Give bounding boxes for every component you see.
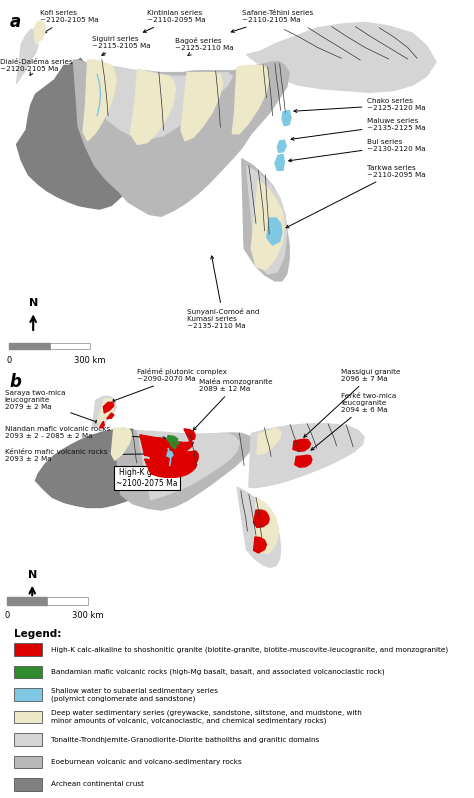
Polygon shape <box>275 155 284 170</box>
Polygon shape <box>17 58 145 209</box>
Text: Bandamian mafic volcanic rocks (high-Mg basalt, basalt, and associated volcanocl: Bandamian mafic volcanic rocks (high-Mg … <box>51 669 385 675</box>
Text: Sunyani-Comoé and
Kumasi series
~2135-2110 Ma: Sunyani-Comoé and Kumasi series ~2135-21… <box>187 256 260 329</box>
Text: Eoeburnean volcanic and volcano-sedimentary rocks: Eoeburnean volcanic and volcano-sediment… <box>51 759 242 765</box>
Text: Tarkwa series
~2110-2095 Ma: Tarkwa series ~2110-2095 Ma <box>286 165 426 227</box>
Polygon shape <box>137 431 239 500</box>
Polygon shape <box>246 22 436 93</box>
Polygon shape <box>257 429 281 454</box>
Polygon shape <box>140 435 193 457</box>
Polygon shape <box>111 428 132 460</box>
Text: N: N <box>28 298 38 308</box>
Text: N: N <box>27 571 37 580</box>
Polygon shape <box>147 444 198 471</box>
Polygon shape <box>167 436 178 442</box>
Text: Kofi series
~2120-2105 Ma: Kofi series ~2120-2105 Ma <box>40 10 99 33</box>
Polygon shape <box>83 60 116 140</box>
Polygon shape <box>249 424 364 488</box>
Polygon shape <box>34 21 45 44</box>
Text: Saraya two-mica
leucogranite
2079 ± 2 Ma: Saraya two-mica leucogranite 2079 ± 2 Ma <box>5 390 98 423</box>
Polygon shape <box>107 413 114 419</box>
Text: 0: 0 <box>7 356 12 365</box>
Text: Ferké two-mica
leucogranite
2094 ± 6 Ma: Ferké two-mica leucogranite 2094 ± 6 Ma <box>311 393 397 450</box>
Polygon shape <box>254 537 266 553</box>
Polygon shape <box>267 218 282 245</box>
Text: High-K granite
~2100-2075 Ma: High-K granite ~2100-2075 Ma <box>116 468 178 488</box>
Polygon shape <box>246 166 287 274</box>
Bar <box>14 733 42 746</box>
Text: Tonalite-Trondhjemite-Granodiorite-Diorite batholiths and granitic domains: Tonalite-Trondhjemite-Granodiorite-Diori… <box>51 737 319 742</box>
Polygon shape <box>170 444 176 448</box>
Bar <box>9 342 50 350</box>
Text: Safane-Téhini series
~2110-2105 Ma: Safane-Téhini series ~2110-2105 Ma <box>231 10 313 33</box>
Polygon shape <box>293 439 310 452</box>
Text: Legend:: Legend: <box>14 630 62 639</box>
Text: Dialé-Daléma series
~2120-2105 Ma: Dialé-Daléma series ~2120-2105 Ma <box>0 59 73 75</box>
Polygon shape <box>103 402 114 413</box>
Polygon shape <box>130 69 175 144</box>
Text: Shallow water to subaerial sedimentary series
(polymict conglomerate and sandsto: Shallow water to subaerial sedimentary s… <box>51 688 218 701</box>
Polygon shape <box>92 397 116 429</box>
Polygon shape <box>295 455 312 467</box>
Bar <box>50 342 90 350</box>
Bar <box>14 666 42 678</box>
Polygon shape <box>172 440 179 445</box>
Text: High-K calc-alkaline to shoshonitic granite (biotite-granite, biotite-muscovite-: High-K calc-alkaline to shoshonitic gran… <box>51 646 448 653</box>
Text: Massigui granite
2096 ± 7 Ma: Massigui granite 2096 ± 7 Ma <box>304 369 401 437</box>
Text: Maluwe series
~2135-2125 Ma: Maluwe series ~2135-2125 Ma <box>291 118 426 140</box>
Text: b: b <box>9 373 21 392</box>
Text: 300 km: 300 km <box>72 611 103 620</box>
Polygon shape <box>232 65 269 133</box>
Polygon shape <box>100 421 104 428</box>
Polygon shape <box>181 73 223 140</box>
Text: 0: 0 <box>4 611 10 620</box>
Text: Chako series
~2125-2120 Ma: Chako series ~2125-2120 Ma <box>294 98 426 113</box>
Text: Maléa monzogranite
2089 ± 12 Ma: Maléa monzogranite 2089 ± 12 Ma <box>193 378 273 430</box>
Bar <box>14 756 42 768</box>
Bar <box>7 598 47 605</box>
Text: 300 km: 300 km <box>74 356 106 365</box>
Polygon shape <box>184 429 195 440</box>
Polygon shape <box>282 110 291 126</box>
Text: Siguiri series
~2115-2105 Ma: Siguiri series ~2115-2105 Ma <box>92 36 151 55</box>
Polygon shape <box>73 60 289 216</box>
Polygon shape <box>36 429 156 508</box>
Polygon shape <box>255 497 279 553</box>
Polygon shape <box>100 65 232 139</box>
Text: Bagoé series
~2125-2110 Ma: Bagoé series ~2125-2110 Ma <box>175 37 234 55</box>
Polygon shape <box>254 510 269 527</box>
Bar <box>14 711 42 723</box>
Polygon shape <box>242 159 289 281</box>
Polygon shape <box>251 180 284 271</box>
Text: Kintinian series
~2110-2095 Ma: Kintinian series ~2110-2095 Ma <box>143 10 206 32</box>
Text: Niandan mafic volcanic rocks
2093 ± 2 - 2085 ± 2 Ma: Niandan mafic volcanic rocks 2093 ± 2 - … <box>5 425 166 440</box>
Bar <box>14 643 42 656</box>
Text: a: a <box>9 14 21 31</box>
Text: Deep water sedimentary series (greywacke, sandstone, siltstone, and mudstone, wi: Deep water sedimentary series (greywacke… <box>51 709 362 725</box>
Polygon shape <box>114 429 254 510</box>
Text: Bui series
~2130-2120 Ma: Bui series ~2130-2120 Ma <box>289 139 426 162</box>
Polygon shape <box>167 451 173 458</box>
Polygon shape <box>277 140 286 152</box>
Polygon shape <box>97 398 114 423</box>
Bar <box>47 598 88 605</box>
Polygon shape <box>145 459 197 477</box>
Text: Falémé plutonic complex
~2090-2070 Ma: Falémé plutonic complex ~2090-2070 Ma <box>112 368 228 402</box>
Bar <box>14 688 42 701</box>
Text: Archean continental crust: Archean continental crust <box>51 781 144 788</box>
Bar <box>14 778 42 791</box>
Polygon shape <box>237 487 281 567</box>
Polygon shape <box>17 30 38 84</box>
Text: Kéniéro mafic volcanic rocks
2093 ± 2 Ma: Kéniéro mafic volcanic rocks 2093 ± 2 Ma <box>5 448 148 462</box>
